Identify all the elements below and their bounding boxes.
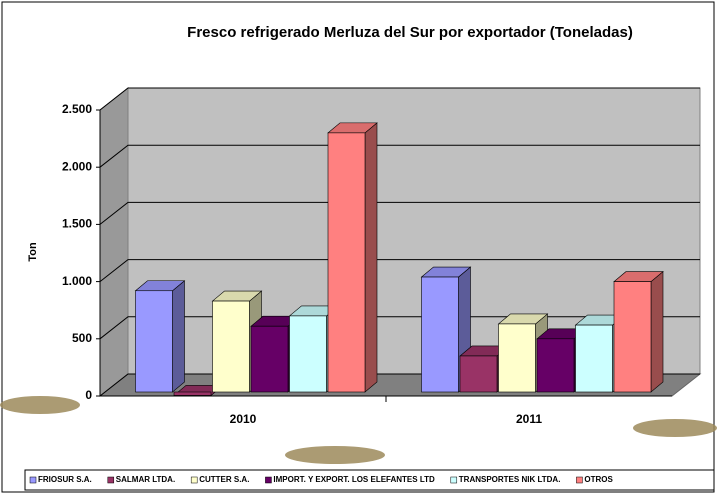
legend: FRIOSUR S.A. SALMAR LTDA. CUTTER S.A. IMPOR… bbox=[25, 470, 714, 490]
legend-label: SALMAR LTDA. bbox=[116, 475, 175, 484]
legend-swatch bbox=[191, 477, 197, 483]
bar bbox=[499, 324, 536, 392]
legend-swatch bbox=[30, 477, 36, 483]
legend-label: TRANSPORTES NIK LTDA. bbox=[459, 475, 561, 484]
bar bbox=[422, 277, 459, 392]
bar bbox=[251, 326, 288, 392]
bar-3d bbox=[136, 281, 185, 392]
y-tick-label: 500 bbox=[72, 331, 92, 345]
y-tick-label: 1.500 bbox=[62, 217, 92, 231]
chart-title: Fresco refrigerado Merluza del Sur por e… bbox=[187, 24, 633, 41]
y-tick-label: 2.000 bbox=[62, 159, 92, 173]
y-tick-label: 2.500 bbox=[62, 102, 92, 116]
legend-swatch bbox=[265, 477, 271, 483]
bar-3d bbox=[328, 123, 377, 392]
bar bbox=[290, 316, 327, 392]
legend-label: IMPORT. Y EXPORT. LOS ELEFANTES LTD bbox=[273, 475, 435, 484]
bar-side bbox=[651, 272, 663, 392]
bar bbox=[537, 339, 574, 392]
legend-swatch bbox=[451, 477, 457, 483]
bar bbox=[174, 392, 211, 395]
bar-3d bbox=[614, 272, 663, 392]
y-axis-label: Ton bbox=[27, 242, 39, 262]
legend-swatch bbox=[576, 477, 582, 483]
side-wall bbox=[100, 88, 128, 396]
legend-label: OTROS bbox=[584, 475, 613, 484]
y-tick-label: 0 bbox=[85, 388, 92, 402]
y-tick-label: 1.000 bbox=[62, 274, 92, 288]
bar bbox=[213, 301, 250, 392]
bar-side bbox=[173, 281, 185, 392]
bar bbox=[460, 356, 497, 392]
bar bbox=[614, 282, 651, 392]
page: {"chart_data": {"type": "bar3d", "title"… bbox=[0, 0, 717, 496]
legend-label: FRIOSUR S.A. bbox=[38, 475, 92, 484]
x-tick-label: 2011 bbox=[516, 412, 542, 426]
bar bbox=[136, 291, 173, 392]
legend-swatch bbox=[108, 477, 114, 483]
bar bbox=[328, 133, 365, 392]
chart: Fresco refrigerado Merluza del Sur por e… bbox=[0, 0, 717, 496]
bar bbox=[576, 325, 613, 392]
legend-label: CUTTER S.A. bbox=[199, 475, 249, 484]
x-tick-label: 2010 bbox=[230, 412, 257, 426]
bar-side bbox=[365, 123, 377, 392]
